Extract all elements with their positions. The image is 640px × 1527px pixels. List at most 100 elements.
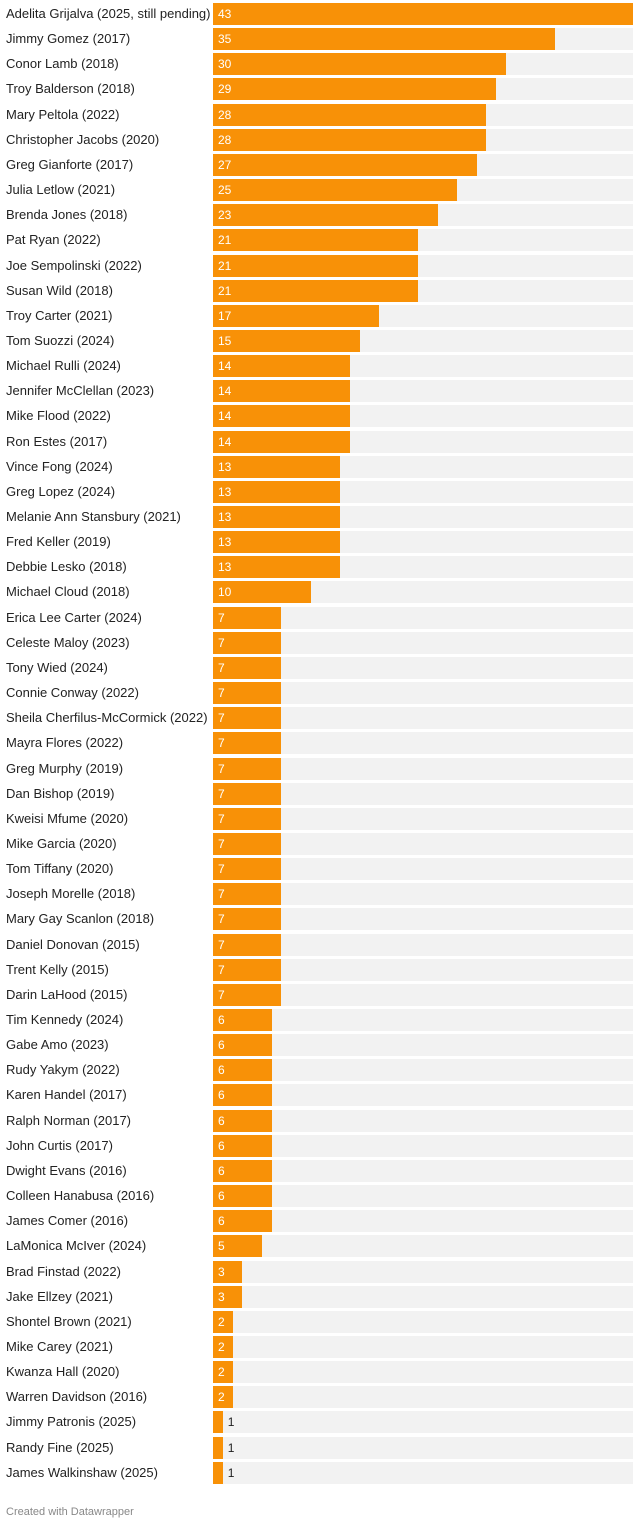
- bar: [213, 1335, 233, 1358]
- bar-track: 7: [213, 832, 633, 855]
- category-label: Joseph Morelle (2018): [6, 886, 136, 902]
- category-label: Gabe Amo (2023): [6, 1037, 109, 1053]
- bar-track: 29: [213, 78, 633, 101]
- value-label: 13: [218, 459, 232, 474]
- value-label: 27: [218, 157, 232, 172]
- bar-track: 28: [213, 128, 633, 151]
- bar-row: Greg Lopez (2024) 13: [0, 480, 640, 506]
- bar-track: 7: [213, 908, 633, 931]
- bar-track: 13: [213, 531, 633, 554]
- bar-track: 6: [213, 1009, 633, 1031]
- category-label: Adelita Grijalva (2025, still pending): [6, 6, 211, 21]
- bar-row: Troy Carter (2021) 17: [0, 304, 640, 330]
- bar: [213, 1436, 223, 1459]
- category-label: Conor Lamb (2018): [6, 56, 119, 72]
- bar-row: Darin LaHood (2015) 7: [0, 983, 640, 1009]
- bar-track: 7: [213, 782, 633, 805]
- bar-row: Tom Tiffany (2020) 7: [0, 858, 640, 883]
- bar-track: 28: [213, 103, 633, 126]
- bar-row: Randy Fine (2025) 1: [0, 1436, 640, 1462]
- bar: [213, 1185, 272, 1208]
- bar-row: Melanie Ann Stansbury (2021) 13: [0, 506, 640, 531]
- bar: [213, 78, 497, 101]
- bar: [213, 128, 487, 151]
- bar-row: Trent Kelly (2015) 7: [0, 958, 640, 984]
- bar-row: Shontel Brown (2021) 2: [0, 1310, 640, 1336]
- bar: [213, 1009, 272, 1031]
- bar: [213, 908, 282, 931]
- bar-track: 6: [213, 1084, 633, 1107]
- bar-track: 23: [213, 204, 633, 227]
- bar-track: 7: [213, 732, 633, 755]
- bar-track: 13: [213, 556, 633, 579]
- category-label: Jimmy Gomez (2017): [6, 31, 131, 47]
- bar-row: Michael Rulli (2024) 14: [0, 355, 640, 380]
- value-label: 30: [218, 57, 232, 72]
- bar-track: 21: [213, 229, 633, 252]
- bar-row: Vince Fong (2024) 13: [0, 455, 640, 481]
- bar-track: 15: [213, 329, 633, 352]
- bar-track: 6: [213, 1134, 633, 1157]
- value-label: 7: [218, 786, 225, 801]
- chart-credit: Created with Datawrapper: [6, 1506, 134, 1518]
- category-label: Michael Cloud (2018): [6, 584, 130, 600]
- value-label: 28: [218, 132, 232, 147]
- category-label: Tim Kennedy (2024): [6, 1012, 124, 1027]
- bar: [213, 1159, 272, 1182]
- bar-row: Christopher Jacobs (2020) 28: [0, 128, 640, 154]
- category-label: Mayra Flores (2022): [6, 735, 124, 751]
- value-label: 15: [218, 333, 232, 348]
- bar-track: 2: [213, 1361, 633, 1384]
- bar-row: Mayra Flores (2022) 7: [0, 732, 640, 757]
- value-label: 17: [218, 308, 232, 323]
- bar-track: 6: [213, 1210, 633, 1233]
- bar: [213, 480, 340, 503]
- bar-track: 7: [213, 606, 633, 629]
- bar-row: Kweisi Mfume (2020) 7: [0, 807, 640, 833]
- bar-track: 30: [213, 53, 633, 76]
- bar-track: 1: [213, 1436, 633, 1459]
- bar: [213, 405, 350, 428]
- category-label: Troy Balderson (2018): [6, 81, 135, 97]
- value-label: 1: [227, 1465, 235, 1480]
- bar-track: 25: [213, 179, 633, 202]
- value-label: 21: [218, 233, 232, 248]
- bar-track: 7: [213, 757, 633, 780]
- bar-track: 5: [213, 1235, 633, 1258]
- category-label: Tony Wied (2024): [6, 659, 108, 675]
- bar: [213, 757, 282, 780]
- bar-row: LaMonica McIver (2024) 5: [0, 1235, 640, 1260]
- bar: [213, 329, 360, 352]
- bar-track: 7: [213, 656, 633, 679]
- bar-row: Dan Bishop (2019) 7: [0, 782, 640, 808]
- bar: [213, 304, 380, 327]
- category-label: James Walkinshaw (2025): [6, 1464, 158, 1480]
- value-label: 6: [218, 1138, 225, 1153]
- category-label: Susan Wild (2018): [6, 282, 113, 298]
- bar: [213, 179, 458, 202]
- bar-row: Fred Keller (2019) 13: [0, 531, 640, 556]
- bar-track: 3: [213, 1285, 633, 1308]
- bar-row: Mary Peltola (2022) 28: [0, 103, 640, 129]
- bar-row: Brenda Jones (2018) 23: [0, 204, 640, 229]
- bar-track: 7: [213, 807, 633, 830]
- bar-row: Joe Sempolinski (2022) 21: [0, 254, 640, 280]
- bar: [213, 933, 282, 956]
- category-label: Greg Gianforte (2017): [6, 156, 134, 172]
- bar-track: 7: [213, 883, 633, 906]
- bar: [213, 581, 311, 604]
- value-label: 23: [218, 208, 232, 223]
- bar-row: Mike Garcia (2020) 7: [0, 832, 640, 858]
- category-label: Erica Lee Carter (2024): [6, 609, 142, 625]
- bar-track: 1: [213, 1461, 633, 1484]
- value-label: 13: [218, 484, 232, 499]
- category-label: Jennifer McClellan (2023): [6, 383, 155, 399]
- value-label: 2: [218, 1390, 225, 1405]
- category-label: Ralph Norman (2017): [6, 1112, 132, 1128]
- value-label: 7: [218, 811, 225, 826]
- value-label: 3: [218, 1289, 225, 1304]
- bar: [213, 556, 340, 579]
- bar-row: John Curtis (2017) 6: [0, 1134, 640, 1160]
- bar: [213, 707, 282, 730]
- bar: [213, 1310, 233, 1333]
